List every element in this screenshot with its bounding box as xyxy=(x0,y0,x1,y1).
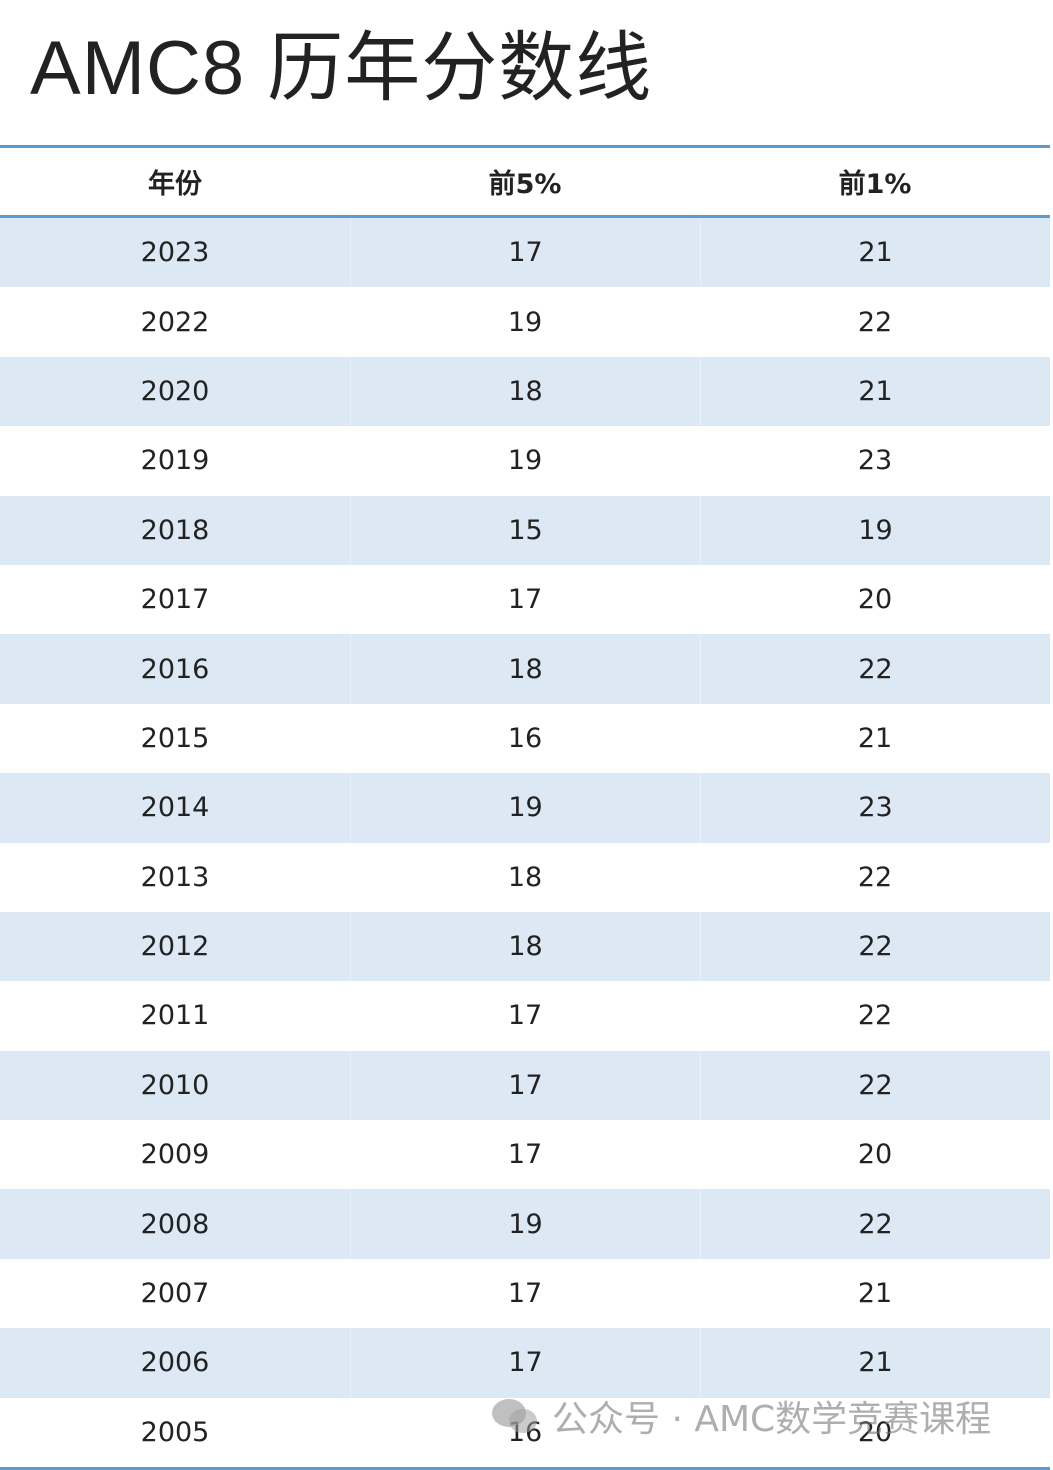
table-cell: 17 xyxy=(350,218,700,288)
table-row: 2022 19 22 xyxy=(0,287,1050,356)
table-cell: 21 xyxy=(700,356,1050,427)
table-row: 2020 18 21 xyxy=(0,356,1050,427)
header-cell: 年份 xyxy=(148,169,202,200)
table-cell: 19 xyxy=(350,1189,700,1259)
table-row: 2010 17 22 xyxy=(0,1050,1050,1121)
table-cell: 20 xyxy=(857,1416,893,1448)
table-cell: 21 xyxy=(857,1278,893,1310)
table-row: 2013 18 22 xyxy=(0,843,1050,912)
table-cell: 17 xyxy=(350,1328,700,1398)
header-cell: 前5% xyxy=(488,169,562,200)
table-row: 2016 18 22 xyxy=(0,634,1050,704)
table-cell: 2006 xyxy=(140,1347,210,1379)
table-cell: 2017 xyxy=(140,584,210,616)
table-cell: 2016 xyxy=(140,653,210,685)
table-row: 2012 18 22 xyxy=(0,911,1050,982)
table-cell: 2011 xyxy=(140,1000,210,1032)
table-row: 2018 15 19 xyxy=(0,495,1050,565)
table-cell: 22 xyxy=(700,1189,1050,1259)
table-cell: 2008 xyxy=(140,1208,210,1240)
table-cell: 15 xyxy=(350,495,700,565)
table-cell: 22 xyxy=(857,861,893,893)
table-cell: 19 xyxy=(350,773,700,843)
table-cell: 19 xyxy=(507,306,543,338)
table-row: 2011 17 22 xyxy=(0,981,1050,1050)
table-cell: 22 xyxy=(857,306,893,338)
table-row: 2009 17 20 xyxy=(0,1120,1050,1189)
table-cell: 18 xyxy=(350,911,700,982)
table-cell: 17 xyxy=(507,584,543,616)
table-cell: 19 xyxy=(507,445,543,477)
table-cell: 21 xyxy=(700,1328,1050,1398)
table-cell: 20 xyxy=(857,584,893,616)
table-cell: 16 xyxy=(507,722,543,754)
table-row: 2007 17 21 xyxy=(0,1259,1050,1328)
wechat-icon xyxy=(492,1399,537,1433)
table-cell: 20 xyxy=(857,1139,893,1171)
table-cell: 22 xyxy=(700,1050,1050,1121)
table-cell: 2012 xyxy=(140,931,210,963)
table-cell: 17 xyxy=(507,1139,543,1171)
table-row: 2015 16 21 xyxy=(0,704,1050,773)
watermark-text: 公众号 · AMC数学竞赛课程 xyxy=(552,1399,992,1440)
table-cell: 2010 xyxy=(140,1069,210,1101)
table-row: 2019 19 23 xyxy=(0,426,1050,495)
table-row: 2023 17 21 xyxy=(0,218,1050,288)
table-row: 2006 17 21 xyxy=(0,1328,1050,1398)
table-cell: 2018 xyxy=(140,514,210,546)
table-cell: 2015 xyxy=(140,722,210,754)
table-cell: 19 xyxy=(700,495,1050,565)
header-row: 年份 前5% 前1% xyxy=(0,148,1050,218)
table-cell: 22 xyxy=(700,634,1050,704)
title: AMC8 历年分数线 xyxy=(30,26,653,111)
table-cell: 23 xyxy=(857,445,893,477)
table-cell: 2019 xyxy=(140,445,210,477)
table-cell: 2007 xyxy=(140,1278,210,1310)
table-cell: 22 xyxy=(700,911,1050,982)
table-cell: 2014 xyxy=(140,792,210,824)
table-cell: 23 xyxy=(700,773,1050,843)
table-cell: 2020 xyxy=(140,375,210,407)
table-cell: 2005 xyxy=(140,1416,210,1448)
table-cell: 17 xyxy=(350,1050,700,1121)
header-cell: 前1% xyxy=(838,169,912,200)
table-row: 2017 17 20 xyxy=(0,565,1050,634)
table-cell: 21 xyxy=(700,218,1050,288)
table-cell: 18 xyxy=(350,634,700,704)
table-cell: 2009 xyxy=(140,1139,210,1171)
table-cell: 2022 xyxy=(140,306,210,338)
table-row: 2014 19 23 xyxy=(0,773,1050,843)
table-row: 2008 19 22 xyxy=(0,1189,1050,1259)
watermark: 公众号 · AMC数学竞赛课程 xyxy=(490,1390,991,1442)
table-cell: 2013 xyxy=(140,861,210,893)
table-cell: 22 xyxy=(857,1000,893,1032)
table-cell: 18 xyxy=(507,861,543,893)
table-cell: 17 xyxy=(507,1278,543,1310)
table-cell: 18 xyxy=(350,356,700,427)
table-cell: 17 xyxy=(507,1000,543,1032)
table: 年份 前5% 前1% 2023 17 21 2022 19 22 2020 18 21 2019 19 2… xyxy=(0,145,1050,1470)
table-cell: 2023 xyxy=(140,237,210,269)
table-cell: 21 xyxy=(857,722,893,754)
